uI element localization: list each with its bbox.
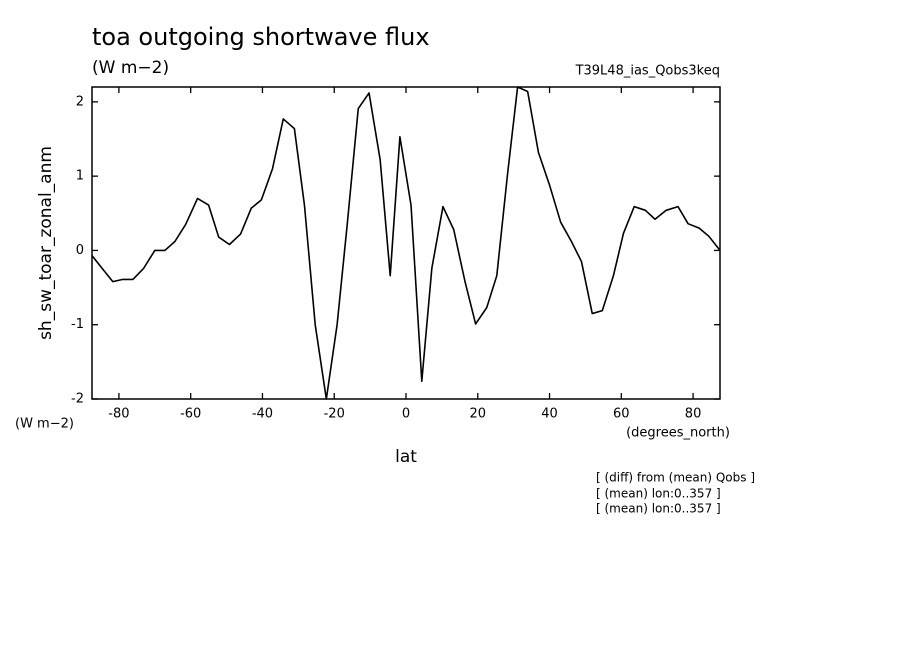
x-units: (degrees_north): [626, 426, 730, 441]
y-tick-label: 2: [76, 94, 84, 109]
y-units: (W m−2): [15, 417, 74, 432]
x-tick-label: 80: [685, 407, 702, 422]
x-tick-label: 40: [541, 407, 558, 422]
experiment: T39L48_ias_Qobs3keq: [575, 64, 720, 79]
note: [ (diff) from (mean) Qobs ]: [596, 471, 755, 485]
x-tick-label: -60: [180, 407, 201, 422]
x-tick-label: 20: [469, 407, 486, 422]
y-tick-label: -1: [71, 317, 84, 332]
note: [ (mean) lon:0..357 ]: [596, 487, 721, 501]
x-tick-label: 60: [613, 407, 630, 422]
data-line: [91, 86, 721, 400]
y-tick-label: 0: [76, 243, 84, 258]
x-axis-label: lat: [395, 447, 417, 467]
y-axis-label: sh_sw_toar_zonal_anm: [36, 146, 56, 340]
chart-title: toa outgoing shortwave flux: [92, 23, 430, 51]
subtitle: (W m−2): [92, 58, 169, 78]
plot-frame: [91, 86, 721, 400]
y-tick-label: 1: [76, 169, 84, 184]
x-tick-label: 0: [402, 407, 410, 422]
x-tick-label: -80: [108, 407, 129, 422]
y-tick-label: -2: [71, 392, 84, 407]
x-tick-label: -20: [324, 407, 345, 422]
note: [ (mean) lon:0..357 ]: [596, 502, 721, 516]
x-tick-label: -40: [252, 407, 273, 422]
